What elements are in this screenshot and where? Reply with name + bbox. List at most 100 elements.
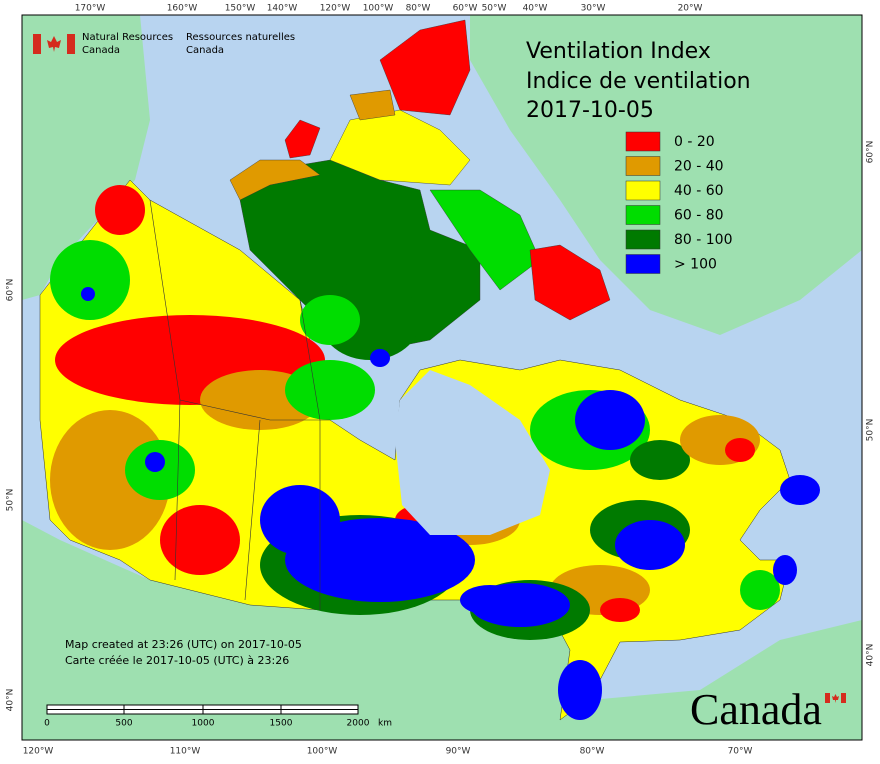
legend-swatch bbox=[625, 180, 661, 201]
graticule-label: 40°N bbox=[866, 644, 876, 667]
graticule-label: 90°W bbox=[446, 747, 471, 757]
index-zone bbox=[615, 520, 685, 570]
flag-bar bbox=[33, 34, 41, 54]
index-zone bbox=[50, 240, 130, 320]
title: 2017-10-05 bbox=[526, 98, 654, 123]
graticule-label: 30°W bbox=[581, 4, 606, 14]
title: Ventilation Index bbox=[526, 39, 711, 64]
index-zone bbox=[725, 438, 755, 462]
index-zone bbox=[370, 349, 390, 367]
index-zone bbox=[780, 475, 820, 505]
island bbox=[379, 19, 471, 116]
index-zone bbox=[300, 295, 360, 345]
legend-label: > 100 bbox=[674, 257, 717, 273]
canada-wordmark: Canada bbox=[690, 685, 846, 734]
scale-segment bbox=[123, 709, 204, 715]
wordmark: Canada bbox=[690, 685, 822, 734]
legend-swatch bbox=[625, 131, 661, 152]
dept-fr: Canada bbox=[186, 45, 224, 56]
dept-en: Natural Resources bbox=[82, 32, 173, 43]
usa bbox=[22, 520, 862, 740]
graticule-label: 100°W bbox=[307, 747, 338, 757]
index-zone bbox=[558, 660, 602, 720]
index-zone bbox=[145, 452, 165, 472]
graticule-label: 20°W bbox=[678, 4, 703, 14]
legend-label: 80 - 100 bbox=[674, 232, 733, 248]
title: Indice de ventilation bbox=[526, 69, 751, 94]
legend-swatch bbox=[625, 205, 661, 225]
graticule-label: 120°W bbox=[320, 4, 351, 14]
flag-bar bbox=[825, 693, 830, 703]
map-shapes bbox=[22, 15, 862, 740]
island bbox=[329, 109, 471, 186]
border bbox=[179, 399, 330, 421]
scale-bar bbox=[46, 704, 359, 715]
graticule-label: 110°W bbox=[170, 747, 201, 757]
island bbox=[349, 89, 396, 121]
alaska bbox=[22, 15, 150, 300]
legend-label: 40 - 60 bbox=[674, 183, 724, 199]
dept-en: Canada bbox=[82, 45, 120, 56]
graticule-label: 160°W bbox=[167, 4, 198, 14]
graticule-label: 150°W bbox=[225, 4, 256, 14]
scale-segment bbox=[280, 709, 359, 715]
graticule-label: 70°W bbox=[728, 747, 753, 757]
scale-segment bbox=[202, 704, 282, 710]
maple-leaf bbox=[47, 36, 61, 52]
graticule-label: 80°W bbox=[580, 747, 605, 757]
note: Map created at 23:26 (UTC) on 2017-10-05 bbox=[65, 638, 302, 651]
graticule-label: 50°N bbox=[6, 489, 16, 512]
index-zone bbox=[630, 440, 690, 480]
scale-label: 1000 bbox=[192, 719, 215, 729]
index-zone bbox=[460, 585, 520, 615]
index-zone bbox=[260, 485, 340, 555]
scale-label: 0 bbox=[44, 719, 50, 729]
island bbox=[284, 119, 321, 159]
graticule-label: 100°W bbox=[363, 4, 394, 14]
legend-swatch bbox=[625, 156, 661, 176]
graticule-label: 60°N bbox=[866, 141, 876, 164]
graticule-label: 80°W bbox=[406, 4, 431, 14]
dept-fr: Ressources naturelles bbox=[186, 32, 295, 43]
graticule-label: 40°W bbox=[523, 4, 548, 14]
border bbox=[244, 419, 261, 601]
scale-label: 500 bbox=[115, 719, 132, 729]
legend-swatch bbox=[625, 229, 661, 250]
index-zone bbox=[600, 598, 640, 622]
island bbox=[529, 244, 611, 321]
scale-label: 2000 bbox=[347, 719, 370, 729]
graticule-label: 170°W bbox=[75, 4, 106, 14]
index-zone bbox=[160, 505, 240, 575]
graticule-label: 40°N bbox=[6, 689, 16, 712]
map-frame bbox=[21, 14, 863, 741]
index-zone bbox=[50, 410, 170, 550]
index-zone bbox=[740, 570, 780, 610]
border bbox=[299, 299, 321, 421]
scale-segment bbox=[46, 704, 125, 710]
legend-swatch bbox=[625, 254, 661, 274]
index-zone bbox=[575, 390, 645, 450]
graticule-label: 50°W bbox=[482, 4, 507, 14]
index-zone bbox=[285, 360, 375, 420]
graticule-label: 140°W bbox=[267, 4, 298, 14]
scale-label: 1500 bbox=[270, 719, 293, 729]
graticule-label: 60°N bbox=[6, 279, 16, 302]
index-zone bbox=[95, 185, 145, 235]
maple-leaf bbox=[832, 694, 839, 703]
index-zone bbox=[773, 555, 797, 585]
flag-bar bbox=[67, 34, 75, 54]
flag-bar bbox=[841, 693, 846, 703]
graticule-label: 120°W bbox=[23, 747, 54, 757]
index-zone bbox=[81, 287, 95, 301]
legend-label: 20 - 40 bbox=[674, 159, 724, 175]
graticule-label: 50°N bbox=[866, 419, 876, 442]
island bbox=[229, 159, 321, 201]
greenland bbox=[470, 15, 862, 335]
hudson-bay bbox=[395, 370, 550, 535]
legend-label: 60 - 80 bbox=[674, 208, 724, 224]
legend-label: 0 - 20 bbox=[674, 134, 715, 150]
note: Carte créée le 2017-10-05 (UTC) à 23:26 bbox=[65, 654, 289, 667]
nrcan-logo: Natural Resources Canada Ressources natu… bbox=[33, 32, 295, 56]
scale-unit: km bbox=[378, 719, 392, 729]
